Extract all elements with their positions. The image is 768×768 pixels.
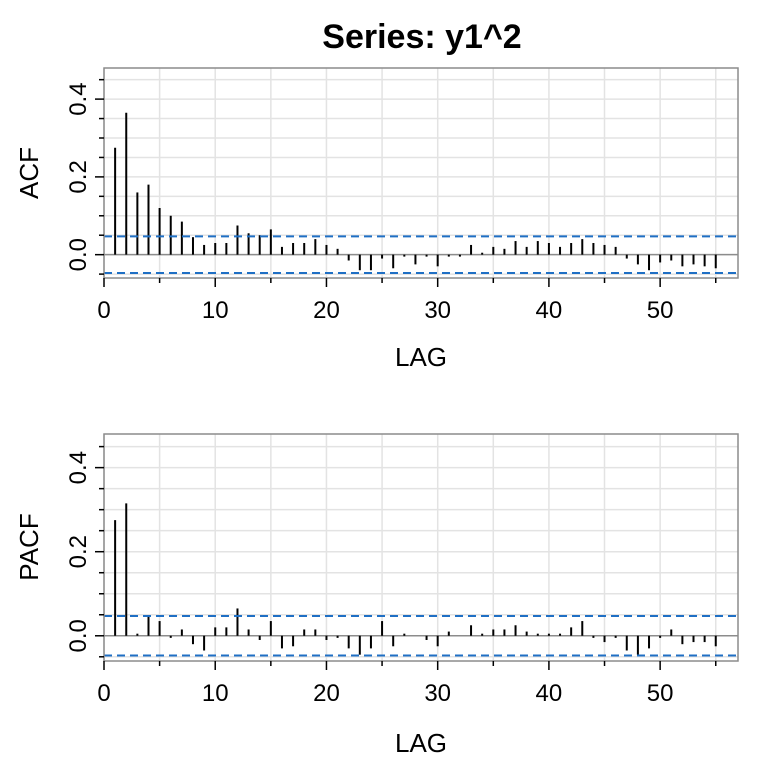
- chart-title: Series: y1^2: [322, 18, 521, 56]
- y-axis-label: ACF: [14, 147, 44, 199]
- x-tick-label: 0: [97, 297, 110, 324]
- x-axis-label: LAG: [395, 342, 447, 372]
- x-tick-label: 30: [424, 297, 451, 324]
- y-axis-label: PACF: [14, 513, 44, 580]
- panels-group: 0 10 20 30 40 50 0.0 0.2 0.4 LAG ACF 0 10 20 30 40 50 0.0…: [14, 67, 739, 758]
- y-tick-label: 0.0: [65, 238, 92, 271]
- x-tick-label: 10: [202, 680, 229, 707]
- x-tick-label: 30: [424, 680, 451, 707]
- y-tick-label: 0.4: [65, 451, 92, 484]
- pacf-panel: 0 10 20 30 40 50 0.0 0.2 0.4 LAG PACF: [14, 433, 739, 758]
- plot-frame: [103, 433, 739, 662]
- y-tick-label: 0.2: [65, 160, 92, 193]
- x-axis-label: LAG: [395, 728, 447, 758]
- x-tick-label: 10: [202, 297, 229, 324]
- y-tick-label: 0.0: [65, 619, 92, 652]
- x-tick-label: 40: [536, 680, 563, 707]
- x-tick-label: 40: [536, 297, 563, 324]
- y-tick-label: 0.4: [65, 82, 92, 115]
- y-tick-label: 0.2: [65, 535, 92, 568]
- x-tick-label: 0: [97, 680, 110, 707]
- acf-panel: 0 10 20 30 40 50 0.0 0.2 0.4 LAG ACF: [14, 67, 739, 372]
- x-tick-label: 50: [647, 297, 674, 324]
- x-tick-label: 20: [313, 680, 340, 707]
- x-tick-label: 50: [647, 680, 674, 707]
- x-tick-label: 20: [313, 297, 340, 324]
- plot-frame: [103, 67, 739, 279]
